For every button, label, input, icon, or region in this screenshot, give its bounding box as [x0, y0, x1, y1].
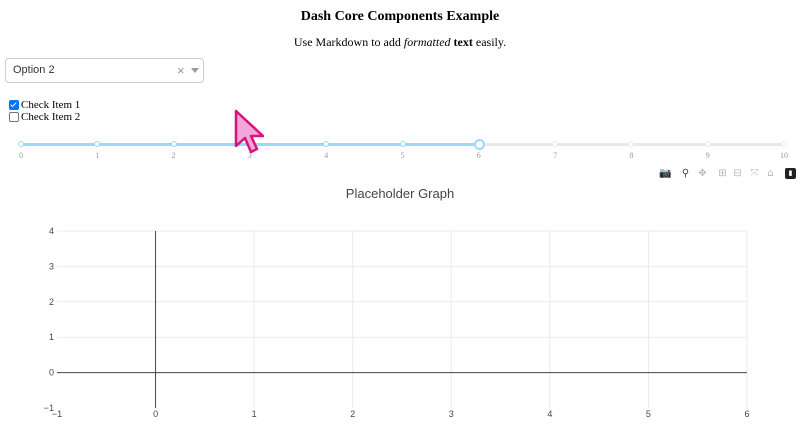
slider-dot[interactable]: [323, 141, 330, 147]
slider-dot[interactable]: [628, 141, 635, 147]
checklist-item-1[interactable]: Check Item 1: [9, 99, 80, 111]
checkbox-checked-icon[interactable]: [9, 100, 19, 110]
checklist-label: Check Item 1: [21, 99, 81, 111]
zoom-in-icon[interactable]: ⊞: [718, 168, 727, 179]
slider-handle[interactable]: [473, 139, 485, 150]
checklist-label: Check Item 2: [21, 111, 81, 123]
slider-dot[interactable]: [18, 141, 24, 147]
dropdown-value: Option 2: [13, 64, 55, 76]
y-tick-label: 2: [49, 297, 54, 307]
markdown-subtitle: Use Markdown to add formatted text easil…: [0, 35, 800, 50]
slider-dot[interactable]: [94, 141, 101, 147]
x-tick-label: 4: [547, 409, 552, 419]
slider-mark-label[interactable]: 6: [476, 151, 481, 160]
plotly-logo-icon[interactable]: ▮: [785, 168, 796, 179]
subtitle-strong: text: [453, 35, 473, 49]
x-tick-label: 2: [350, 409, 355, 419]
graph-title: Placeholder Graph: [345, 186, 455, 201]
y-tick-label: −1: [44, 403, 54, 413]
slider-dot[interactable]: [399, 141, 406, 147]
slider-mark-label[interactable]: 10: [780, 151, 788, 160]
slider-mark-label[interactable]: 1: [95, 151, 100, 160]
camera-icon[interactable]: 📷: [659, 168, 672, 179]
x-tick-label: 0: [153, 409, 158, 419]
x-tick-label: 1: [252, 409, 257, 419]
slider-mark-label[interactable]: 0: [19, 151, 23, 160]
slider-dot[interactable]: [704, 141, 711, 147]
checkbox-unchecked-icon[interactable]: [9, 112, 19, 122]
autoscale-icon[interactable]: ⤧: [750, 168, 759, 179]
subtitle-text-end: easily.: [472, 35, 507, 49]
subtitle-emphasis: formatted: [403, 35, 451, 49]
x-tick-label: 3: [449, 409, 454, 419]
slider-mark-label[interactable]: 7: [553, 151, 558, 160]
pan-icon[interactable]: ✥: [698, 168, 707, 179]
slider-mark-label[interactable]: 3: [247, 151, 252, 160]
reset-axes-icon[interactable]: ⌂: [767, 168, 774, 179]
slider-dot[interactable]: [170, 141, 177, 147]
slider-mark-label[interactable]: 2: [171, 151, 176, 160]
x-tick-label: 6: [744, 409, 749, 419]
chevron-down-icon[interactable]: [191, 68, 199, 73]
option-dropdown[interactable]: Option 2 ×: [5, 58, 204, 83]
x-tick-label: 5: [646, 409, 651, 419]
page-title: Dash Core Components Example: [300, 9, 500, 24]
slider-mark-label[interactable]: 9: [705, 151, 710, 160]
y-tick-label: 1: [49, 332, 54, 342]
zoom-out-icon[interactable]: ⊟: [733, 168, 742, 179]
x-tick-label: −1: [52, 409, 62, 419]
y-tick-label: 3: [49, 261, 54, 271]
subtitle-text: Use Markdown to add: [293, 35, 404, 49]
mouse-cursor-icon: [234, 109, 265, 154]
zoom-icon[interactable]: ⚲: [681, 168, 690, 179]
clear-icon[interactable]: ×: [177, 63, 185, 78]
slider-dot[interactable]: [781, 141, 787, 147]
slider-mark-label[interactable]: 4: [324, 151, 329, 160]
slider-mark-label[interactable]: 8: [629, 151, 634, 160]
slider-dot[interactable]: [552, 141, 559, 147]
checklist-item-2[interactable]: Check Item 2: [9, 111, 80, 123]
y-tick-label: 4: [49, 226, 54, 236]
slider-mark-label[interactable]: 5: [400, 151, 405, 160]
y-tick-label: 0: [49, 368, 54, 378]
